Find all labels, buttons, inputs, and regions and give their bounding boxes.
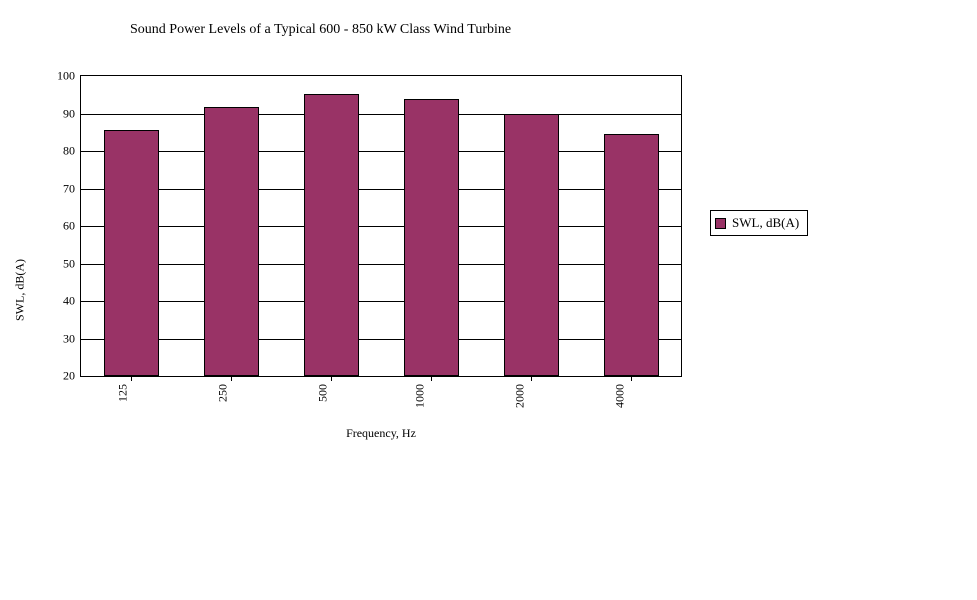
x-tick-label: 1000	[411, 384, 428, 408]
y-tick-label: 60	[63, 219, 81, 234]
bar	[604, 134, 659, 376]
x-tick-mark	[631, 376, 632, 381]
y-tick-label: 20	[63, 369, 81, 384]
x-tick-mark	[531, 376, 532, 381]
bar	[104, 130, 159, 376]
grid-line	[81, 226, 681, 227]
bar	[404, 99, 459, 377]
plot-area: Frequency, Hz 20304050607080901001252505…	[80, 75, 682, 377]
x-tick-mark	[331, 376, 332, 381]
y-tick-label: 40	[63, 294, 81, 309]
bar	[304, 94, 359, 376]
grid-line	[81, 151, 681, 152]
y-tick-label: 50	[63, 256, 81, 271]
grid-line	[81, 264, 681, 265]
x-tick-mark	[231, 376, 232, 381]
bar	[204, 107, 259, 376]
chart-title: Sound Power Levels of a Typical 600 - 85…	[130, 22, 511, 38]
y-tick-label: 30	[63, 331, 81, 346]
grid-line	[81, 301, 681, 302]
legend-label: SWL, dB(A)	[732, 215, 799, 231]
grid-line	[81, 189, 681, 190]
x-tick-mark	[131, 376, 132, 381]
x-axis-label: Frequency, Hz	[346, 426, 416, 441]
x-tick-label: 250	[214, 384, 231, 402]
x-tick-label: 500	[314, 384, 331, 402]
legend: SWL, dB(A)	[710, 210, 808, 236]
y-axis-label: SWL, dB(A)	[13, 259, 28, 321]
legend-swatch	[715, 218, 726, 229]
x-tick-label: 2000	[511, 384, 528, 408]
y-tick-label: 100	[57, 69, 81, 84]
chart-container: SWL, dB(A) Frequency, Hz 203040506070809…	[30, 75, 850, 505]
grid-line	[81, 339, 681, 340]
y-tick-label: 80	[63, 144, 81, 159]
x-tick-label: 125	[114, 384, 131, 402]
x-tick-label: 4000	[611, 384, 628, 408]
y-tick-label: 90	[63, 106, 81, 121]
bar	[504, 114, 559, 376]
x-tick-mark	[431, 376, 432, 381]
y-tick-label: 70	[63, 181, 81, 196]
grid-line	[81, 114, 681, 115]
